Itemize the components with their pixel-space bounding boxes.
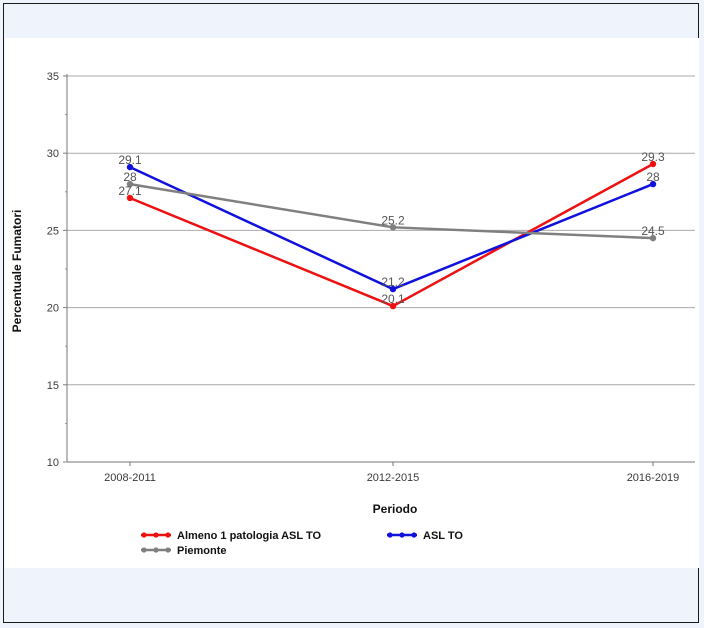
chart-frame: 10 15 20 25 30 35 2008-2011 2012-2015 2016-2019… (3, 3, 699, 623)
y-tick-label: 25 (47, 225, 59, 237)
y-tick-label: 30 (47, 148, 59, 160)
legend-label: Piemonte (177, 545, 227, 557)
legend-swatch-marker (141, 547, 147, 553)
data-labels: 27.1 20.1 29.3 29.1 21.2 28 28 25.2 24.5 (118, 150, 665, 306)
legend[interactable]: Almeno 1 patologia ASL TO ASL TO Piemonte (141, 530, 463, 557)
data-point (389, 224, 397, 231)
legend-swatch-marker (165, 532, 171, 538)
y-tick-label: 35 (47, 71, 59, 83)
y-tick-label: 20 (47, 303, 59, 315)
x-tick-label: 2016-2019 (627, 472, 680, 484)
x-tick-label: 2008-2011 (104, 472, 156, 484)
legend-swatch-marker (399, 532, 405, 538)
data-point (126, 163, 134, 171)
legend-swatch-marker (165, 547, 171, 553)
x-axis-title: Periodo (373, 502, 418, 516)
legend-swatch-marker (411, 532, 417, 538)
data-point (126, 180, 134, 188)
data-point (649, 234, 657, 242)
data-point (649, 180, 657, 188)
legend-label: ASL TO (423, 530, 463, 542)
data-point (126, 194, 134, 202)
y-tick-label: 15 (47, 380, 59, 392)
data-label: 24.5 (641, 224, 665, 238)
data-point (389, 302, 397, 310)
legend-swatch-marker (153, 532, 159, 538)
line-chart: 10 15 20 25 30 35 2008-2011 2012-2015 2016-2019… (10, 71, 695, 557)
data-label: 25.2 (381, 213, 405, 227)
data-label: 21.2 (381, 275, 405, 289)
y-tick-labels: 10 15 20 25 30 35 (47, 71, 59, 469)
legend-swatch-marker (153, 547, 159, 553)
data-label: 28 (123, 170, 137, 184)
legend-swatch-marker (387, 532, 393, 538)
data-label: 29.1 (118, 153, 142, 167)
series-lines (126, 160, 657, 310)
y-tick-label: 10 (47, 457, 59, 469)
x-tick-labels: 2008-2011 2012-2015 2016-2019 (104, 472, 679, 484)
x-tick-label: 2012-2015 (367, 472, 420, 484)
data-point (389, 285, 397, 293)
gridlines (67, 75, 695, 463)
data-label: 28 (646, 170, 660, 184)
data-point (649, 160, 657, 168)
legend-item-1[interactable]: ASL TO (387, 530, 463, 542)
y-axis-title: Percentuale Fumatori (10, 210, 24, 333)
legend-swatch-marker (141, 532, 147, 538)
plot-panel: 10 15 20 25 30 35 2008-2011 2012-2015 2016-2019… (5, 38, 699, 568)
legend-item-2[interactable]: Piemonte (141, 545, 227, 557)
data-label: 29.3 (641, 150, 665, 164)
data-label: 20.1 (381, 292, 405, 306)
axes (63, 74, 695, 466)
legend-item-0[interactable]: Almeno 1 patologia ASL TO (141, 530, 321, 542)
data-label: 27.1 (118, 184, 142, 198)
legend-label: Almeno 1 patologia ASL TO (177, 530, 321, 542)
